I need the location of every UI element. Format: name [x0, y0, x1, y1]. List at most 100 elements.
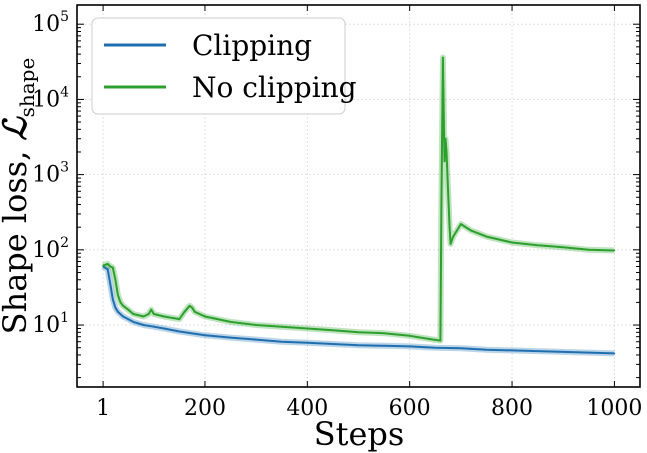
x-tick-label: 1000	[586, 396, 642, 421]
y-axis-label-symbol: ℒ	[0, 115, 34, 140]
data-point-no-clipping	[142, 315, 145, 318]
plot-frame	[76, 4, 641, 388]
data-point-no-clipping	[452, 235, 454, 238]
data-point-no-clipping	[193, 310, 196, 313]
data-point-clipping	[306, 342, 309, 344]
y-axis-label-text: Shape loss,	[0, 140, 34, 334]
data-point-no-clipping	[178, 318, 181, 320]
x-tick-label: 200	[184, 396, 226, 421]
data-point-no-clipping	[183, 310, 186, 313]
data-point-no-clipping	[449, 243, 452, 245]
data-point-no-clipping	[470, 229, 472, 232]
data-point-no-clipping	[440, 203, 443, 206]
data-point-clipping	[511, 349, 513, 352]
data-point-no-clipping	[109, 265, 112, 268]
data-point-no-clipping	[280, 325, 283, 328]
y-tick-label: 103	[32, 160, 69, 188]
data-point-no-clipping	[588, 249, 590, 251]
data-point-no-clipping	[191, 306, 193, 309]
legend-label-no-clipping: No clipping	[192, 71, 357, 104]
data-point-no-clipping	[442, 56, 444, 59]
data-point-clipping	[485, 348, 488, 351]
data-point-clipping	[106, 268, 109, 271]
data-point-no-clipping	[112, 266, 114, 269]
x-tick-label: 400	[286, 396, 328, 421]
data-point-no-clipping	[445, 151, 448, 153]
series-group	[101, 54, 616, 357]
data-point-clipping	[132, 321, 135, 323]
data-point-clipping	[536, 350, 539, 352]
y-tick-label: 105	[32, 9, 69, 37]
data-point-clipping	[178, 330, 181, 333]
x-tick-label: 800	[491, 396, 533, 421]
series-line-clipping	[102, 265, 615, 355]
data-point-clipping	[357, 344, 360, 346]
data-point-no-clipping	[204, 315, 206, 318]
data-point-clipping	[383, 344, 385, 347]
data-point-clipping	[142, 324, 145, 326]
y-axis-label-subscript: shape	[15, 58, 39, 118]
data-point-no-clipping	[444, 137, 447, 140]
data-point-no-clipping	[460, 223, 462, 225]
data-point-no-clipping	[439, 339, 442, 342]
data-point-clipping	[613, 352, 616, 355]
legend: Clipping No clipping	[91, 17, 357, 115]
y-tick-label: 104	[32, 84, 69, 112]
data-point-no-clipping	[448, 226, 451, 228]
ticks	[77, 5, 640, 387]
legend-label-clipping: Clipping	[192, 29, 312, 62]
data-point-no-clipping	[306, 327, 309, 330]
x-tick-label: 600	[389, 396, 431, 421]
data-point-no-clipping	[122, 305, 124, 307]
data-point-no-clipping	[119, 301, 122, 304]
data-point-no-clipping	[127, 308, 129, 311]
data-point-no-clipping	[485, 235, 488, 238]
y-tick-label: 101	[32, 310, 69, 338]
data-point-no-clipping	[454, 231, 457, 234]
data-point-no-clipping	[447, 190, 449, 193]
data-point-no-clipping	[443, 160, 446, 163]
x-axis-label: Steps	[314, 415, 405, 453]
y-tick-label: 102	[32, 235, 69, 263]
data-point-no-clipping	[357, 331, 360, 334]
data-point-clipping	[332, 343, 334, 345]
data-point-clipping	[562, 351, 565, 353]
data-point-clipping	[408, 345, 411, 348]
data-point-clipping	[280, 340, 283, 343]
data-point-clipping	[112, 298, 114, 301]
data-point-no-clipping	[255, 324, 257, 326]
data-point-no-clipping	[132, 313, 135, 315]
data-point-no-clipping	[188, 305, 191, 307]
data-point-clipping	[109, 283, 112, 285]
data-point-no-clipping	[163, 315, 165, 318]
y-tick-labels: 101 102 103 104 105	[32, 9, 69, 338]
data-point-clipping	[122, 315, 124, 318]
data-point-clipping	[117, 310, 119, 313]
data-point-no-clipping	[332, 329, 334, 332]
data-point-clipping	[127, 318, 129, 320]
data-point-no-clipping	[562, 246, 565, 249]
data-point-no-clipping	[429, 338, 431, 340]
data-point-no-clipping	[536, 244, 539, 247]
data-point-no-clipping	[613, 249, 616, 252]
data-point-no-clipping	[511, 241, 513, 244]
data-point-no-clipping	[117, 294, 119, 296]
legend-box	[91, 17, 346, 115]
data-point-no-clipping	[229, 321, 232, 323]
data-point-no-clipping	[408, 334, 411, 337]
data-point-clipping	[588, 351, 590, 354]
data-point-clipping	[229, 336, 232, 339]
data-point-clipping	[460, 347, 462, 350]
data-point-no-clipping	[150, 308, 153, 311]
data-point-no-clipping	[102, 264, 104, 267]
data-point-clipping	[434, 346, 437, 349]
data-point-no-clipping	[147, 313, 150, 315]
data-point-no-clipping	[114, 278, 117, 281]
data-point-no-clipping	[383, 332, 385, 334]
data-point-clipping	[204, 334, 206, 337]
y-axis-label: Shape loss, ℒshape	[0, 58, 39, 335]
x-tick-labels: 1 200 400 600 800 1000	[96, 396, 642, 421]
x-tick-label: 1	[96, 396, 110, 421]
data-point-clipping	[163, 327, 165, 330]
